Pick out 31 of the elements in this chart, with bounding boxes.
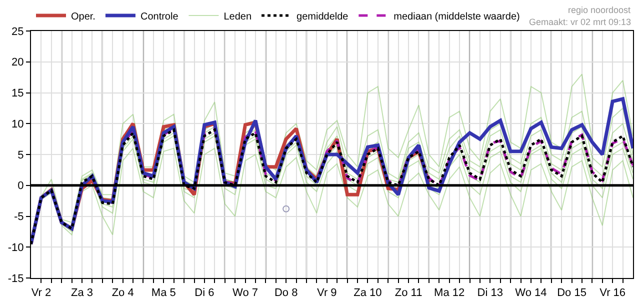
legend-label: mediaan (middelste waarde) xyxy=(394,11,520,22)
x-tick-label: Za 10 xyxy=(354,287,382,300)
x-tick-label: Wo 7 xyxy=(232,287,258,300)
y-tick-label: 15 xyxy=(12,88,24,100)
y-tick-label: -15 xyxy=(8,272,24,285)
x-tick-label: Vr 2 xyxy=(31,287,52,300)
y-tick-label: -10 xyxy=(8,242,24,254)
x-tick-label: Zo 11 xyxy=(394,287,422,300)
legend-label: Controle xyxy=(140,11,179,22)
x-tick-label: Ma 5 xyxy=(151,287,176,300)
y-tick-label: 25 xyxy=(12,26,24,38)
x-tick-label: Do 8 xyxy=(274,287,298,300)
legend-label: Oper. xyxy=(71,11,96,22)
x-tick-label: Vr 16 xyxy=(600,287,626,300)
text: regio noordoost xyxy=(568,5,632,15)
y-tick-label: 5 xyxy=(18,149,24,162)
x-tick-label: Vr 9 xyxy=(317,287,337,300)
x-tick-label: Ma 12 xyxy=(434,287,465,300)
x-tick-label: Di 13 xyxy=(477,287,503,300)
y-tick-label: 10 xyxy=(12,118,24,130)
x-tick-label: Do 15 xyxy=(557,287,586,300)
legend-label: gemiddelde xyxy=(296,11,349,22)
x-tick-label: Wo 14 xyxy=(515,287,547,300)
y-tick-label: 0 xyxy=(18,180,24,192)
y-tick-label: -5 xyxy=(14,211,24,224)
y-tick-label: 20 xyxy=(12,56,24,69)
x-tick-label: Zo 4 xyxy=(112,287,134,300)
legend-label: Leden xyxy=(224,11,252,22)
x-tick-label: Za 3 xyxy=(71,287,94,300)
x-tick-label: Di 6 xyxy=(194,287,214,300)
text: Gemaakt: vr 02 mrt 09:13 xyxy=(529,17,632,27)
